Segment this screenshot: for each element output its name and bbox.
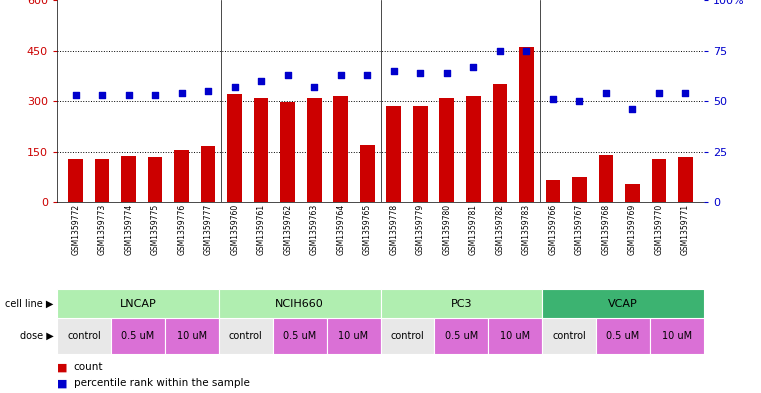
- Bar: [435, 318, 489, 354]
- Point: [255, 78, 267, 84]
- Point: [361, 72, 374, 78]
- Bar: [68, 159, 83, 202]
- Bar: [572, 177, 587, 202]
- Point: [228, 84, 240, 90]
- Point: [653, 90, 665, 96]
- Text: VCAP: VCAP: [608, 299, 638, 309]
- Text: cell line ▶: cell line ▶: [5, 299, 53, 309]
- Point: [546, 96, 559, 102]
- Bar: [254, 98, 269, 202]
- Bar: [489, 318, 542, 354]
- Point: [387, 68, 400, 74]
- Point: [573, 98, 585, 104]
- Text: PC3: PC3: [451, 299, 472, 309]
- Bar: [174, 150, 189, 202]
- Point: [308, 84, 320, 90]
- Bar: [111, 318, 165, 354]
- Bar: [387, 106, 401, 202]
- Text: 0.5 uM: 0.5 uM: [607, 331, 640, 341]
- Bar: [201, 146, 215, 202]
- Point: [600, 90, 612, 96]
- Bar: [228, 94, 242, 202]
- Bar: [380, 318, 435, 354]
- Bar: [543, 318, 596, 354]
- Text: control: control: [229, 331, 263, 341]
- Bar: [57, 318, 111, 354]
- Point: [494, 48, 506, 54]
- Point: [467, 64, 479, 70]
- Bar: [272, 318, 326, 354]
- Bar: [326, 318, 380, 354]
- Point: [441, 70, 453, 76]
- Bar: [625, 184, 640, 202]
- Text: control: control: [390, 331, 425, 341]
- Text: control: control: [552, 331, 586, 341]
- Bar: [95, 158, 110, 202]
- Point: [69, 92, 81, 98]
- Text: dose ▶: dose ▶: [20, 331, 53, 341]
- Bar: [466, 96, 481, 202]
- Text: 10 uM: 10 uM: [177, 331, 207, 341]
- Text: NCIH660: NCIH660: [275, 299, 324, 309]
- Point: [176, 90, 188, 96]
- Bar: [596, 318, 650, 354]
- Point: [335, 72, 347, 78]
- Point: [282, 72, 294, 78]
- Bar: [219, 318, 272, 354]
- Bar: [360, 145, 374, 202]
- Bar: [440, 98, 454, 202]
- Bar: [333, 96, 348, 202]
- Bar: [165, 318, 219, 354]
- Text: 0.5 uM: 0.5 uM: [283, 331, 317, 341]
- Bar: [380, 289, 542, 318]
- Point: [680, 90, 692, 96]
- Text: 10 uM: 10 uM: [500, 331, 530, 341]
- Text: ■: ■: [57, 362, 68, 373]
- Bar: [492, 84, 507, 202]
- Bar: [599, 155, 613, 202]
- Text: count: count: [74, 362, 103, 373]
- Point: [96, 92, 108, 98]
- Point: [202, 88, 215, 94]
- Point: [414, 70, 426, 76]
- Text: percentile rank within the sample: percentile rank within the sample: [74, 378, 250, 388]
- Point: [149, 92, 161, 98]
- Bar: [219, 289, 380, 318]
- Point: [521, 48, 533, 54]
- Bar: [121, 156, 136, 202]
- Text: LNCAP: LNCAP: [119, 299, 156, 309]
- Text: 0.5 uM: 0.5 uM: [121, 331, 154, 341]
- Bar: [307, 98, 321, 202]
- Bar: [651, 158, 666, 202]
- Point: [123, 92, 135, 98]
- Bar: [280, 102, 295, 202]
- Bar: [519, 47, 533, 202]
- Text: 10 uM: 10 uM: [662, 331, 692, 341]
- Text: ■: ■: [57, 378, 68, 388]
- Text: 0.5 uM: 0.5 uM: [444, 331, 478, 341]
- Bar: [546, 180, 560, 202]
- Bar: [57, 289, 219, 318]
- Bar: [148, 157, 162, 202]
- Bar: [678, 157, 693, 202]
- Point: [626, 106, 638, 112]
- Bar: [413, 106, 428, 202]
- Text: 10 uM: 10 uM: [339, 331, 368, 341]
- Text: control: control: [67, 331, 101, 341]
- Bar: [543, 289, 704, 318]
- Bar: [650, 318, 704, 354]
